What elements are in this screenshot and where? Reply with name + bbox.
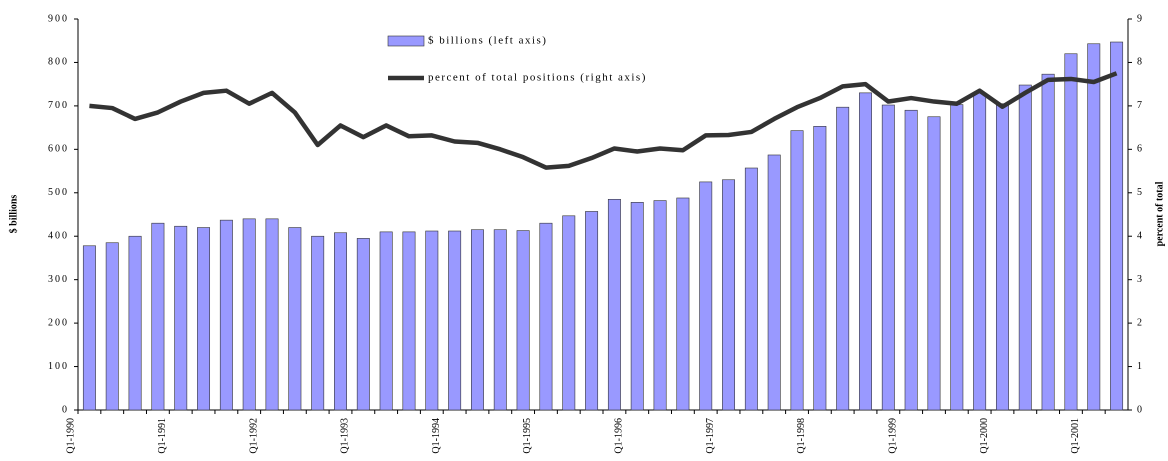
y-tick-label: 600 (48, 144, 69, 155)
bar (242, 218, 256, 411)
bar (676, 197, 690, 411)
x-tick-label: Q1-1990 (66, 418, 77, 454)
bar (1087, 43, 1101, 411)
bar (836, 106, 850, 411)
bar (722, 179, 736, 411)
bar (197, 227, 211, 411)
bar (950, 104, 964, 411)
bar (653, 200, 667, 411)
y2-tick-label: 3 (1137, 274, 1142, 285)
y2-axis-title: percent of total (1154, 181, 1165, 246)
bar (1018, 84, 1032, 411)
x-tick-label: Q1-1997 (705, 418, 716, 454)
y-axis-title: $ billions (8, 195, 19, 234)
bar (470, 229, 484, 411)
bar (128, 235, 142, 411)
bar (402, 231, 416, 411)
bar (356, 238, 370, 411)
bar (174, 225, 188, 411)
y-tick-label: 400 (48, 231, 69, 242)
bar (813, 126, 827, 411)
y2-tick-label: 9 (1137, 13, 1142, 24)
bar (927, 116, 941, 411)
legend-label: $ billions (left axis) (428, 35, 547, 47)
bar (539, 222, 553, 411)
bar (1110, 41, 1124, 411)
x-tick-label: Q1-1995 (522, 418, 533, 454)
bar (1064, 53, 1078, 411)
bar (151, 222, 165, 411)
bar (219, 219, 233, 411)
bar (265, 218, 279, 411)
bar (607, 198, 621, 411)
x-tick-label: Q1-2000 (979, 418, 990, 454)
y2-tick-label: 1 (1137, 361, 1142, 372)
bar (379, 231, 393, 411)
bar (904, 109, 918, 411)
y-tick-label: 200 (48, 317, 69, 328)
x-tick-label: Q1-1998 (796, 418, 807, 454)
bar (311, 235, 325, 411)
bar (859, 92, 872, 411)
bar (516, 230, 530, 411)
bar (1041, 73, 1055, 411)
bar (995, 103, 1009, 411)
y2-tick-label: 4 (1137, 231, 1142, 242)
y-tick-label: 500 (48, 187, 69, 198)
x-tick-label: Q1-1996 (614, 418, 625, 454)
line (89, 71, 1118, 170)
bar (585, 211, 599, 411)
bar (425, 230, 439, 411)
bar (790, 130, 804, 411)
y-tick-label: 900 (48, 13, 69, 24)
x-tick-label: Q1-1994 (431, 418, 442, 454)
x-tick-label: Q1-1991 (157, 418, 168, 454)
y2-tick-label: 7 (1137, 100, 1142, 111)
y2-tick-label: 5 (1137, 187, 1142, 198)
y2-tick-label: 2 (1137, 317, 1142, 328)
bar (630, 202, 644, 411)
y-tick-label: 700 (48, 100, 69, 111)
x-tick-label: Q1-2001 (1070, 418, 1081, 454)
y-tick-label: 0 (62, 404, 69, 415)
x-tick-label: Q1-1999 (887, 418, 898, 454)
y2-tick-label: 6 (1137, 144, 1142, 155)
bar (744, 167, 758, 411)
legend-label: percent of total positions (right axis) (428, 72, 647, 84)
y-tick-label: 800 (48, 57, 69, 68)
legend-swatch (387, 35, 425, 47)
x-tick-label: Q1-1992 (248, 418, 259, 454)
bar (493, 229, 507, 411)
bar (973, 92, 987, 411)
bar (562, 215, 576, 411)
bar (767, 154, 781, 411)
y-tick-label: 100 (48, 361, 69, 372)
y2-tick-label: 0 (1137, 404, 1142, 415)
bar (699, 181, 713, 411)
bar (881, 104, 895, 411)
y2-tick-label: 8 (1137, 57, 1142, 68)
y-tick-label: 300 (48, 274, 69, 285)
x-tick-label: Q1-1993 (340, 418, 351, 454)
bar (448, 230, 462, 411)
bar (288, 227, 302, 411)
bar (334, 232, 347, 411)
bar (105, 242, 119, 411)
bar (82, 245, 96, 411)
